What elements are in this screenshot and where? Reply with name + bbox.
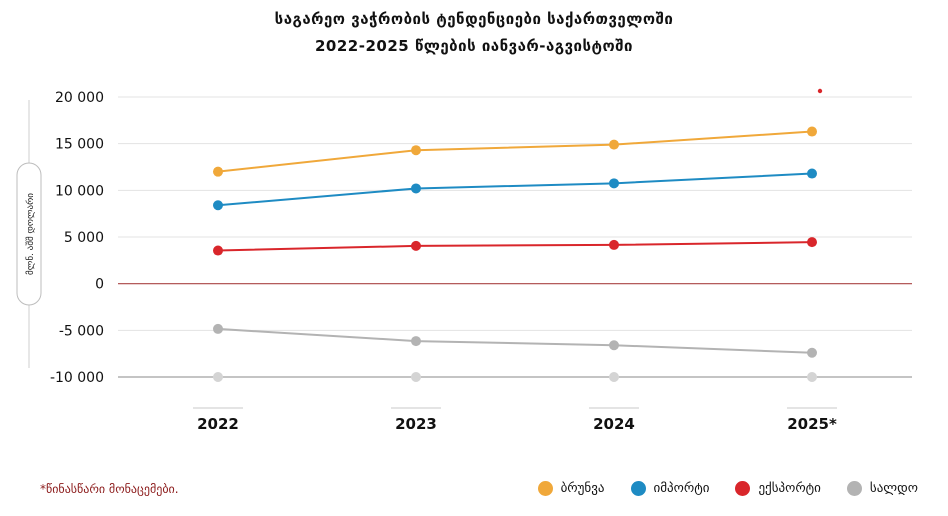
data-point (213, 245, 223, 256)
data-point (411, 145, 421, 156)
chart-title: საგარეო ვაჭრობის ტენდენციები საქართველოშ… (274, 10, 674, 28)
legend-item: ექსპორტი (735, 481, 821, 496)
legend: ბრუნვა იმპორტი ექსპორტი სალდო (537, 481, 918, 496)
legend-item: ბრუნვა (537, 481, 605, 496)
data-point (411, 240, 421, 251)
y-tick-label: -5 000 (59, 323, 104, 339)
baseline-marker (609, 372, 619, 382)
grid-lines (118, 96, 912, 378)
data-point (609, 139, 619, 150)
legend-item: იმპორტი (630, 481, 710, 496)
y-tick-label: 15 000 (55, 137, 104, 153)
series-line (217, 327, 813, 354)
y-tick-label: 10 000 (55, 183, 104, 199)
line-chart: 20 000 15 000 10 000 5 000 0 -5 000 -10 000 მლ… (16, 88, 912, 433)
y-axis-title-pill (16, 162, 42, 306)
legend-label: ექსპორტი (758, 481, 821, 496)
data-point (411, 336, 421, 347)
data-point (807, 347, 817, 358)
legend-item: სალდო (846, 481, 918, 496)
x-axis: 2022 2023 2024 2025* (193, 88, 837, 433)
series-line (217, 130, 813, 173)
chart-subtitle: 2022-2025 წლების იანვარ-აგვისტოში (315, 37, 633, 55)
legend-label: სალდო (869, 481, 918, 496)
data-point (609, 340, 619, 351)
y-axis: 20 000 15 000 10 000 5 000 0 -5 000 -10 000 (50, 90, 104, 386)
y-tick-label: 0 (95, 277, 104, 293)
data-point (213, 200, 223, 211)
baseline-marker (213, 372, 223, 382)
series-line (217, 241, 813, 252)
preliminary-marker (817, 88, 823, 94)
x-tick-label: 2022 (197, 415, 239, 433)
data-point (213, 166, 223, 177)
y-axis-title: მლნ. აშშ დოლარი (25, 193, 36, 275)
footnote: *წინასწარი მონაცემები. (40, 482, 179, 496)
legend-swatch (735, 481, 751, 496)
y-tick-label: 5 000 (64, 230, 104, 246)
data-point (807, 237, 817, 248)
legend-swatch (537, 481, 553, 496)
baseline-marker (411, 372, 421, 382)
data-point (411, 183, 421, 194)
y-tick-label: -10 000 (50, 370, 104, 386)
data-point (807, 168, 817, 179)
data-point (213, 323, 223, 334)
y-tick-label: 20 000 (55, 90, 104, 106)
series-lines (213, 126, 817, 358)
legend-swatch (846, 481, 862, 496)
x-tick-label: 2023 (395, 415, 437, 433)
data-point (609, 178, 619, 189)
legend-label: ბრუნვა (560, 481, 605, 496)
x-tick-label: 2024 (593, 415, 635, 433)
baseline-marker (807, 372, 817, 382)
x-tick-label: 2025* (787, 415, 837, 433)
legend-label: იმპორტი (653, 481, 710, 496)
data-point (807, 126, 817, 137)
series-line (217, 172, 813, 207)
y-axis-title-group: მლნ. აშშ დოლარი (16, 100, 42, 368)
legend-swatch (630, 481, 646, 496)
data-point (609, 239, 619, 250)
